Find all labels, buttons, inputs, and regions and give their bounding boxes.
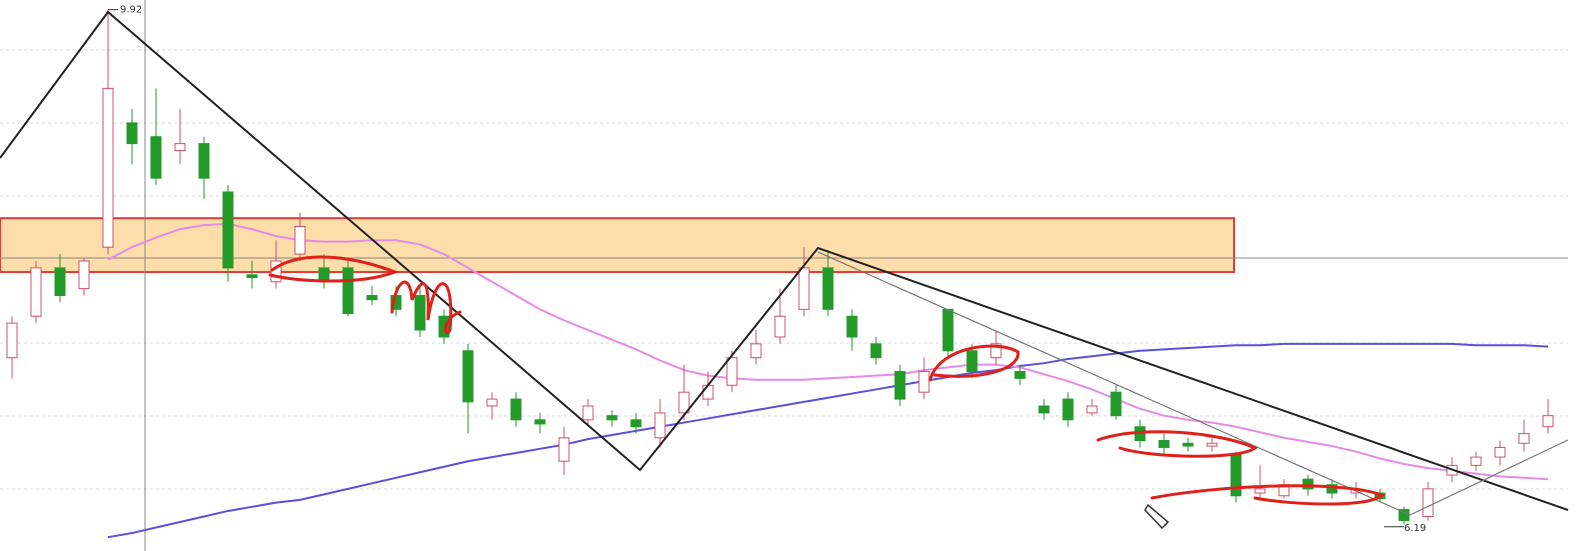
candle-body	[102, 87, 114, 248]
candle-body	[1158, 440, 1170, 448]
candle-body	[1494, 446, 1506, 458]
labels: 9.92 6.19	[108, 5, 1426, 534]
trend-line	[1409, 439, 1569, 516]
candle-body	[966, 350, 978, 372]
scribble	[268, 255, 400, 283]
zone-layer	[0, 217, 1235, 274]
candle-body	[774, 315, 786, 338]
candle-body	[78, 260, 90, 290]
pen-cursor	[1144, 503, 1170, 530]
scribble	[390, 280, 462, 335]
candle-body	[54, 267, 66, 297]
candle-body	[174, 143, 186, 152]
candle-body	[246, 274, 258, 279]
candle-body	[1326, 484, 1338, 494]
candle-body	[654, 412, 666, 439]
candle-body	[702, 384, 714, 400]
candle-body	[486, 398, 498, 407]
candle-body	[1014, 370, 1026, 379]
candle-body	[1062, 398, 1074, 421]
candle-body	[1254, 488, 1266, 494]
candle-body	[462, 350, 474, 403]
candle-body	[198, 143, 210, 179]
candle-body	[1302, 478, 1314, 490]
candle-body	[294, 225, 306, 255]
candle-body	[30, 267, 42, 317]
zigzag-line	[0, 10, 1569, 511]
candle-body	[870, 343, 882, 359]
scribble	[1096, 430, 1258, 458]
trough-label: 6.19	[1404, 523, 1426, 534]
ma-line	[107, 222, 1549, 481]
trend-line	[817, 251, 1411, 516]
candle-body	[150, 136, 162, 179]
hand-marks	[268, 255, 1385, 530]
candle-body	[510, 398, 522, 421]
candle-body	[990, 343, 1002, 359]
candle-body	[1110, 391, 1122, 417]
candle-body	[1542, 415, 1554, 428]
candle-body	[1230, 453, 1242, 497]
peak-label: 9.92	[120, 5, 142, 16]
candle-body	[558, 437, 570, 462]
candle-body	[918, 370, 930, 393]
candle-body	[342, 267, 354, 314]
candle-body	[798, 267, 810, 310]
zone	[0, 217, 1235, 274]
candle-body	[1206, 442, 1218, 447]
candle-body	[222, 191, 234, 269]
candle-body	[726, 357, 738, 386]
ma-line	[107, 342, 1549, 539]
candle-body	[942, 308, 954, 352]
candle-body	[1086, 405, 1098, 414]
candle-body	[750, 343, 762, 359]
candle-body	[582, 405, 594, 421]
candle-body	[6, 322, 18, 359]
candle-body	[822, 267, 834, 310]
candle-body	[534, 419, 546, 425]
candle-body	[414, 295, 426, 331]
candle-body	[366, 295, 378, 301]
candle-body	[126, 122, 138, 145]
candle-body	[1518, 433, 1530, 444]
candle-body	[678, 391, 690, 414]
candle-body	[270, 260, 282, 283]
candle-body	[1182, 442, 1194, 447]
scribble	[1150, 484, 1385, 506]
candle-body	[894, 370, 906, 400]
candle-body	[630, 419, 642, 428]
candle-body	[846, 315, 858, 338]
candle-body	[1422, 488, 1434, 517]
candle-body	[1470, 456, 1482, 466]
trend-annotations	[0, 10, 1569, 516]
ma-lines	[107, 222, 1549, 539]
scribble	[928, 344, 1020, 382]
candle-body	[1038, 405, 1050, 414]
candle-body	[606, 415, 618, 421]
